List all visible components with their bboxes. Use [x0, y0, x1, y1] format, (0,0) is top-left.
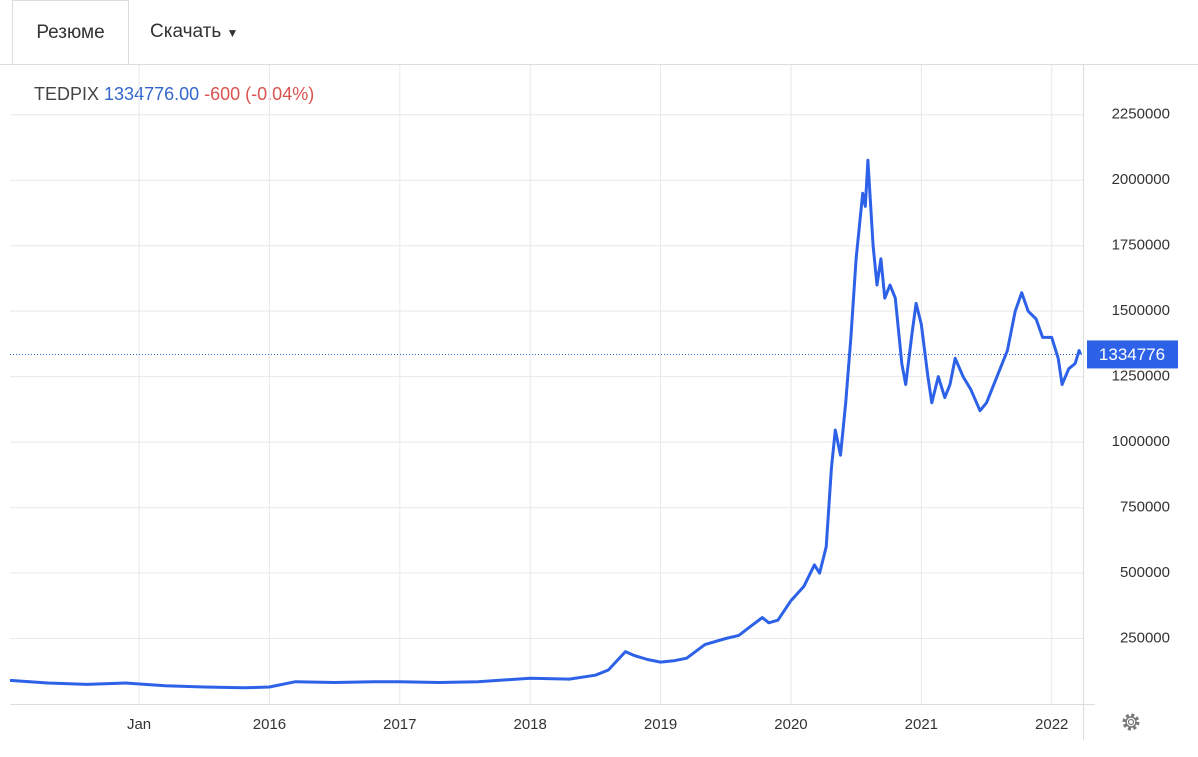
last-value-label: 1334776	[1099, 345, 1165, 364]
caret: ▼	[226, 26, 239, 40]
y-tick-label: 2000000	[1112, 171, 1170, 188]
tab-summary[interactable]: Резюме	[12, 0, 129, 65]
x-tick-label: 2022	[1035, 716, 1068, 733]
y-tick-label: 750000	[1120, 499, 1170, 516]
price: 1334776.00	[104, 84, 199, 104]
x-tick-label: 2017	[383, 716, 416, 733]
y-tick-label: 2250000	[1112, 106, 1170, 123]
settings-icon[interactable]	[1122, 713, 1140, 731]
y-tick-label: 1250000	[1112, 368, 1170, 385]
tab-download[interactable]: Скачать ▼	[150, 0, 238, 64]
last-value-tag	[1087, 340, 1178, 369]
line	[9, 158, 1082, 690]
grid	[10, 65, 1083, 704]
tab-download-label: Скачать	[150, 21, 222, 42]
x-tick-label: 2019	[644, 716, 677, 733]
header: TEDPIX 1334776.00 -600 (-0.04%)	[34, 84, 314, 104]
change: -600 (-0.04%)	[204, 84, 314, 104]
ticker: TEDPIX	[34, 84, 99, 104]
y-tick-label: 1000000	[1112, 433, 1170, 450]
y-tick-label: 1500000	[1112, 302, 1170, 319]
x-tick-label: 2016	[253, 716, 286, 733]
y-tick-label: 1750000	[1112, 237, 1170, 254]
x-tick-label: 2020	[774, 716, 807, 733]
x-tick-label: 2021	[905, 716, 938, 733]
y-tick-label: 250000	[1120, 629, 1170, 646]
y-tick-label: 500000	[1120, 564, 1170, 581]
plot	[9, 158, 1083, 690]
x-tick-label: 2018	[514, 716, 547, 733]
x-tick-label: Jan	[127, 716, 151, 733]
